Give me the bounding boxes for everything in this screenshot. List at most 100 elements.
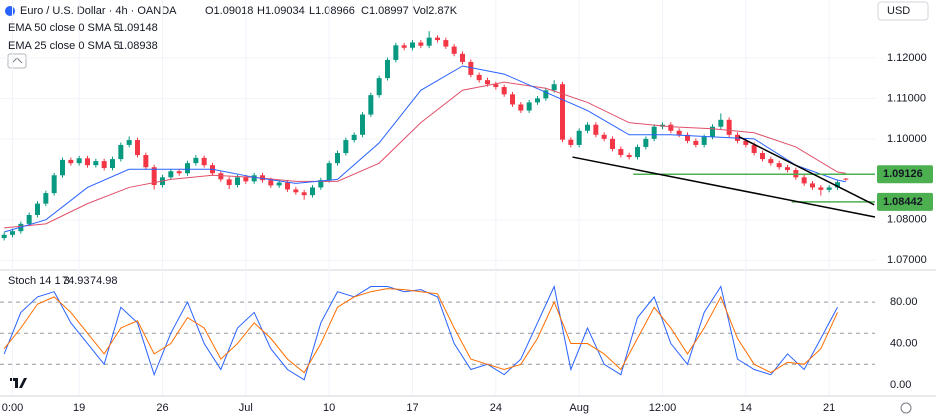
settings-icon[interactable] xyxy=(900,402,912,414)
candle-body xyxy=(651,126,657,139)
candle-body xyxy=(268,180,274,186)
candle-body xyxy=(10,231,15,235)
candle-body xyxy=(535,98,540,103)
candle-body xyxy=(235,177,240,186)
candle-body xyxy=(343,140,349,154)
candle-body xyxy=(468,61,474,75)
candle-body xyxy=(801,177,807,184)
candle-body xyxy=(135,140,140,156)
symbol-icon xyxy=(5,6,15,16)
logo xyxy=(10,378,27,388)
candle-body xyxy=(126,140,132,145)
level-label: 1.09126 xyxy=(883,168,923,180)
legend-name: EMA 25 close 0 SMA 5 xyxy=(8,40,120,52)
candle-body xyxy=(526,102,532,111)
candle-body xyxy=(435,37,440,41)
trendline xyxy=(572,156,876,218)
candle-body xyxy=(193,157,199,164)
candle-body xyxy=(201,157,207,166)
candle-body xyxy=(693,140,699,145)
candle-body xyxy=(818,187,824,190)
candle-body xyxy=(685,134,690,141)
ohlc-label: O1.09018 xyxy=(205,5,253,17)
x-tick-label: 24 xyxy=(490,402,502,414)
candle-body xyxy=(743,140,749,145)
ohlc-label: L1.08966 xyxy=(309,5,355,17)
y-tick-label: 40.00 xyxy=(890,337,918,349)
candle-body xyxy=(635,146,640,158)
candle-body xyxy=(368,95,374,115)
legend-name: EMA 50 close 0 SMA 5 xyxy=(8,22,120,34)
candle-body xyxy=(701,136,707,145)
candle-body xyxy=(485,80,490,85)
x-tick-label: 17 xyxy=(406,402,418,414)
x-tick-label: 0:00 xyxy=(2,402,23,414)
candle-body xyxy=(101,161,107,169)
candle-body xyxy=(68,159,74,164)
candle-body xyxy=(26,214,32,224)
candle-body xyxy=(151,167,157,186)
candle-body xyxy=(410,42,415,48)
candle-body xyxy=(176,171,182,174)
candle-body xyxy=(568,139,574,145)
candle-body xyxy=(76,158,82,164)
currency-button[interactable] xyxy=(877,1,929,21)
candle-body xyxy=(293,189,299,193)
level-label: 1.08442 xyxy=(883,196,923,208)
stoch-line xyxy=(3,288,838,374)
candle-body xyxy=(543,90,549,99)
candle-body xyxy=(676,130,682,135)
candle-body xyxy=(243,177,249,182)
candle-body xyxy=(351,134,357,141)
level-label-box xyxy=(877,192,933,211)
candle-body xyxy=(460,53,465,62)
candle-body xyxy=(585,124,590,131)
legend-value: 74.93 xyxy=(62,275,90,287)
candle-body xyxy=(376,78,382,96)
candle-body xyxy=(601,134,607,139)
level-label-box xyxy=(877,165,933,184)
legend-value: 1.08938 xyxy=(118,40,158,52)
candle-body xyxy=(360,114,365,135)
y-tick-label: 1.07000 xyxy=(887,254,927,266)
candle-body xyxy=(443,40,449,47)
x-tick-label: 12:00 xyxy=(649,402,677,414)
candle-body xyxy=(385,59,390,79)
trendline xyxy=(738,136,875,206)
candle-body xyxy=(510,94,515,105)
x-tick-label: 19 xyxy=(73,402,85,414)
candle-body xyxy=(751,144,757,154)
candle-body xyxy=(426,37,432,46)
candle-body xyxy=(110,159,115,169)
ema-line xyxy=(4,65,846,233)
currency[interactable]: USD xyxy=(887,5,910,17)
chart-title: Euro / U.S. Dollar · 4h · OANDA xyxy=(20,5,177,17)
indicator-title: Stoch 14 1 3 xyxy=(8,275,70,287)
candle-body xyxy=(143,155,149,168)
candle-body xyxy=(668,124,674,131)
candle-body xyxy=(85,158,90,166)
candle-body xyxy=(501,87,507,95)
legend-value: 1.09148 xyxy=(118,22,158,34)
candle-body xyxy=(626,155,632,158)
candle-body xyxy=(35,203,40,215)
candle-body xyxy=(251,175,257,182)
candle-body xyxy=(418,42,424,46)
candle-body xyxy=(835,182,840,188)
x-tick-label: Aug xyxy=(569,402,589,414)
y-tick-label: 1.11000 xyxy=(887,92,926,104)
candle-body xyxy=(785,167,790,171)
y-tick-label: 1.08000 xyxy=(887,214,927,226)
candle-body xyxy=(618,148,624,156)
candle-body xyxy=(51,175,57,194)
candle-body xyxy=(451,46,457,54)
y-tick-label: 1.10000 xyxy=(887,133,927,145)
candle-body xyxy=(760,153,765,160)
candle-body xyxy=(60,159,65,176)
candle-body xyxy=(218,173,224,180)
candle-body xyxy=(551,84,557,91)
collapse-button[interactable] xyxy=(7,53,27,69)
candle-body xyxy=(326,163,332,181)
